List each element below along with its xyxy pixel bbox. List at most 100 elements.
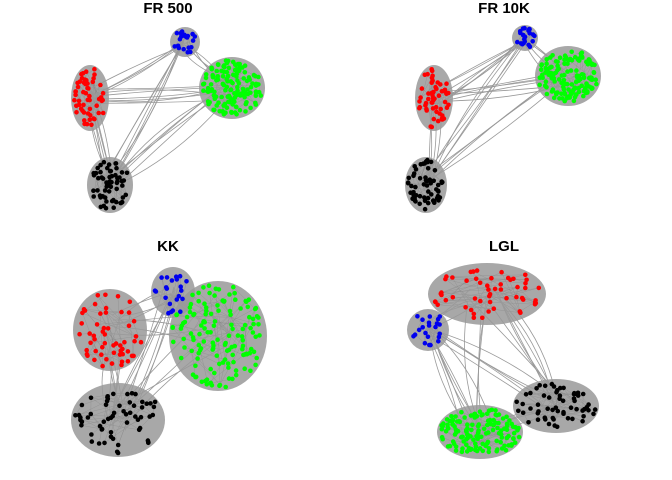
node-green	[486, 408, 492, 414]
node-red	[472, 296, 478, 301]
node-green	[229, 322, 234, 328]
node-red	[81, 102, 86, 108]
node-green	[589, 75, 594, 81]
node-black	[117, 403, 122, 409]
node-green	[243, 109, 248, 114]
node-green	[187, 309, 193, 315]
node-black	[435, 193, 441, 199]
node-green	[573, 79, 579, 85]
node-green	[256, 89, 262, 95]
node-green	[509, 442, 515, 447]
node-red	[478, 298, 483, 304]
node-red	[517, 309, 523, 314]
node-red	[87, 97, 92, 103]
node-black	[98, 169, 103, 175]
node-green	[549, 89, 555, 94]
node-black	[550, 407, 555, 413]
node-red	[443, 297, 449, 303]
edge	[408, 161, 432, 184]
node-green	[228, 87, 234, 92]
node-black	[124, 170, 130, 176]
node-green	[557, 55, 563, 60]
node-green	[199, 379, 205, 385]
node-green	[197, 331, 202, 337]
node-red	[429, 100, 435, 105]
node-black	[560, 398, 566, 404]
node-green	[205, 89, 211, 94]
node-black	[91, 188, 96, 193]
node-black	[542, 415, 548, 421]
node-black	[425, 195, 431, 201]
node-green	[214, 353, 220, 359]
node-black	[124, 420, 130, 425]
node-green	[170, 324, 175, 330]
edge	[441, 284, 501, 296]
node-black	[537, 383, 542, 388]
node-red	[78, 106, 84, 111]
node-green	[217, 361, 222, 367]
node-green	[226, 93, 232, 99]
node-black	[418, 162, 424, 167]
node-green	[240, 65, 245, 70]
node-black	[138, 414, 144, 420]
node-green	[236, 67, 242, 72]
node-red	[76, 98, 82, 104]
node-green	[203, 305, 209, 310]
node-blue	[164, 275, 170, 280]
node-green	[461, 439, 467, 444]
edge	[425, 101, 446, 106]
node-black	[102, 440, 107, 446]
node-green	[206, 283, 212, 289]
node-green	[199, 323, 204, 328]
node-red	[492, 286, 498, 292]
edge	[198, 300, 246, 354]
node-black	[147, 414, 152, 419]
node-black	[120, 195, 126, 200]
node-red	[98, 82, 103, 88]
node-black	[129, 391, 135, 396]
node-green	[215, 337, 220, 343]
node-black	[79, 402, 85, 408]
node-blue	[172, 44, 177, 49]
edge	[417, 316, 426, 334]
node-red	[101, 325, 107, 331]
edge	[233, 286, 256, 310]
node-black	[555, 408, 561, 414]
node-green	[453, 444, 459, 449]
node-black	[102, 188, 108, 193]
node-blue	[436, 339, 441, 344]
node-red	[442, 99, 448, 105]
node-green	[571, 98, 577, 104]
edge	[198, 292, 219, 311]
edge	[231, 300, 246, 325]
panel-kk	[71, 267, 267, 457]
edge	[84, 309, 122, 313]
node-blue	[179, 288, 184, 293]
node-green	[217, 383, 222, 389]
node-green	[171, 339, 176, 345]
node-green	[238, 306, 243, 311]
node-red	[85, 85, 90, 91]
node-red	[81, 89, 86, 95]
node-green	[477, 446, 483, 451]
node-green	[555, 59, 560, 65]
node-red	[88, 340, 93, 346]
node-red	[428, 124, 434, 129]
node-green	[200, 82, 206, 87]
edge	[192, 294, 206, 315]
node-black	[542, 383, 548, 389]
node-black	[411, 171, 417, 176]
node-black	[426, 189, 431, 194]
node-green	[445, 425, 451, 430]
node-blue	[173, 274, 179, 280]
node-green	[439, 434, 445, 440]
edge	[473, 271, 536, 304]
node-green	[232, 290, 237, 296]
node-black	[528, 406, 533, 411]
node-green	[242, 94, 247, 100]
node-blue	[170, 308, 176, 313]
node-black	[572, 390, 577, 396]
node-green	[184, 314, 190, 320]
node-green	[231, 359, 236, 365]
node-blue	[427, 342, 432, 348]
